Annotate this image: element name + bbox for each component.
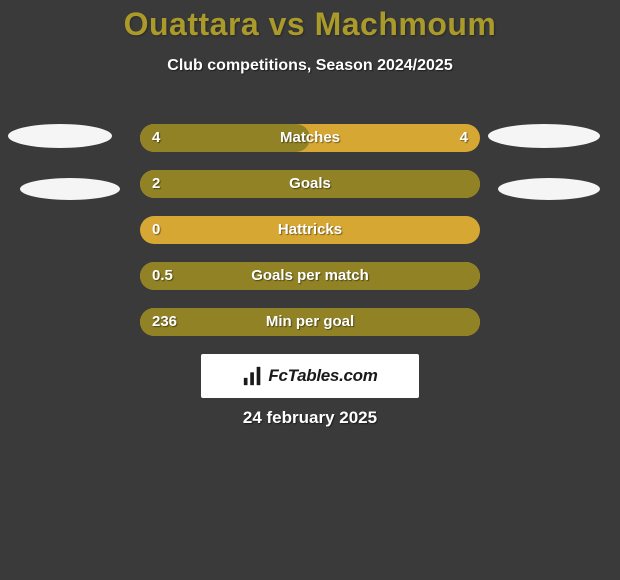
bar-value-left: 0 xyxy=(152,216,160,244)
bar-label: Hattricks xyxy=(278,216,342,244)
bar-label: Min per goal xyxy=(266,308,354,336)
page-subtitle: Club competitions, Season 2024/2025 xyxy=(0,57,620,75)
bar-value-left: 0.5 xyxy=(152,262,173,290)
bar-label: Goals xyxy=(289,170,331,198)
bar-track: Goals 2 xyxy=(140,170,480,198)
decor-ellipse xyxy=(8,124,112,148)
bar-track: Goals per match 0.5 xyxy=(140,262,480,290)
decor-ellipse xyxy=(488,124,600,148)
brand-logo-text: FcTables.com xyxy=(268,366,377,386)
decor-ellipse xyxy=(20,178,120,200)
bar-label: Matches xyxy=(280,124,340,152)
footer-date: 24 february 2025 xyxy=(0,408,620,428)
page-title: Ouattara vs Machmoum xyxy=(0,0,620,43)
decor-ellipse xyxy=(498,178,600,200)
chart-bars-icon xyxy=(242,365,264,387)
bar-value-left: 4 xyxy=(152,124,160,152)
bar-value-left: 236 xyxy=(152,308,177,336)
bar-track: Matches 4 4 xyxy=(140,124,480,152)
brand-logo[interactable]: FcTables.com xyxy=(201,354,419,398)
bar-value-left: 2 xyxy=(152,170,160,198)
root: Ouattara vs Machmoum Club competitions, … xyxy=(0,0,620,580)
bar-track: Min per goal 236 xyxy=(140,308,480,336)
bar-value-right: 4 xyxy=(460,124,468,152)
bar-track: Hattricks 0 xyxy=(140,216,480,244)
compare-bars: Matches 4 4 Goals 2 Hattricks 0 Goals per match… xyxy=(140,124,480,354)
bar-label: Goals per match xyxy=(251,262,369,290)
